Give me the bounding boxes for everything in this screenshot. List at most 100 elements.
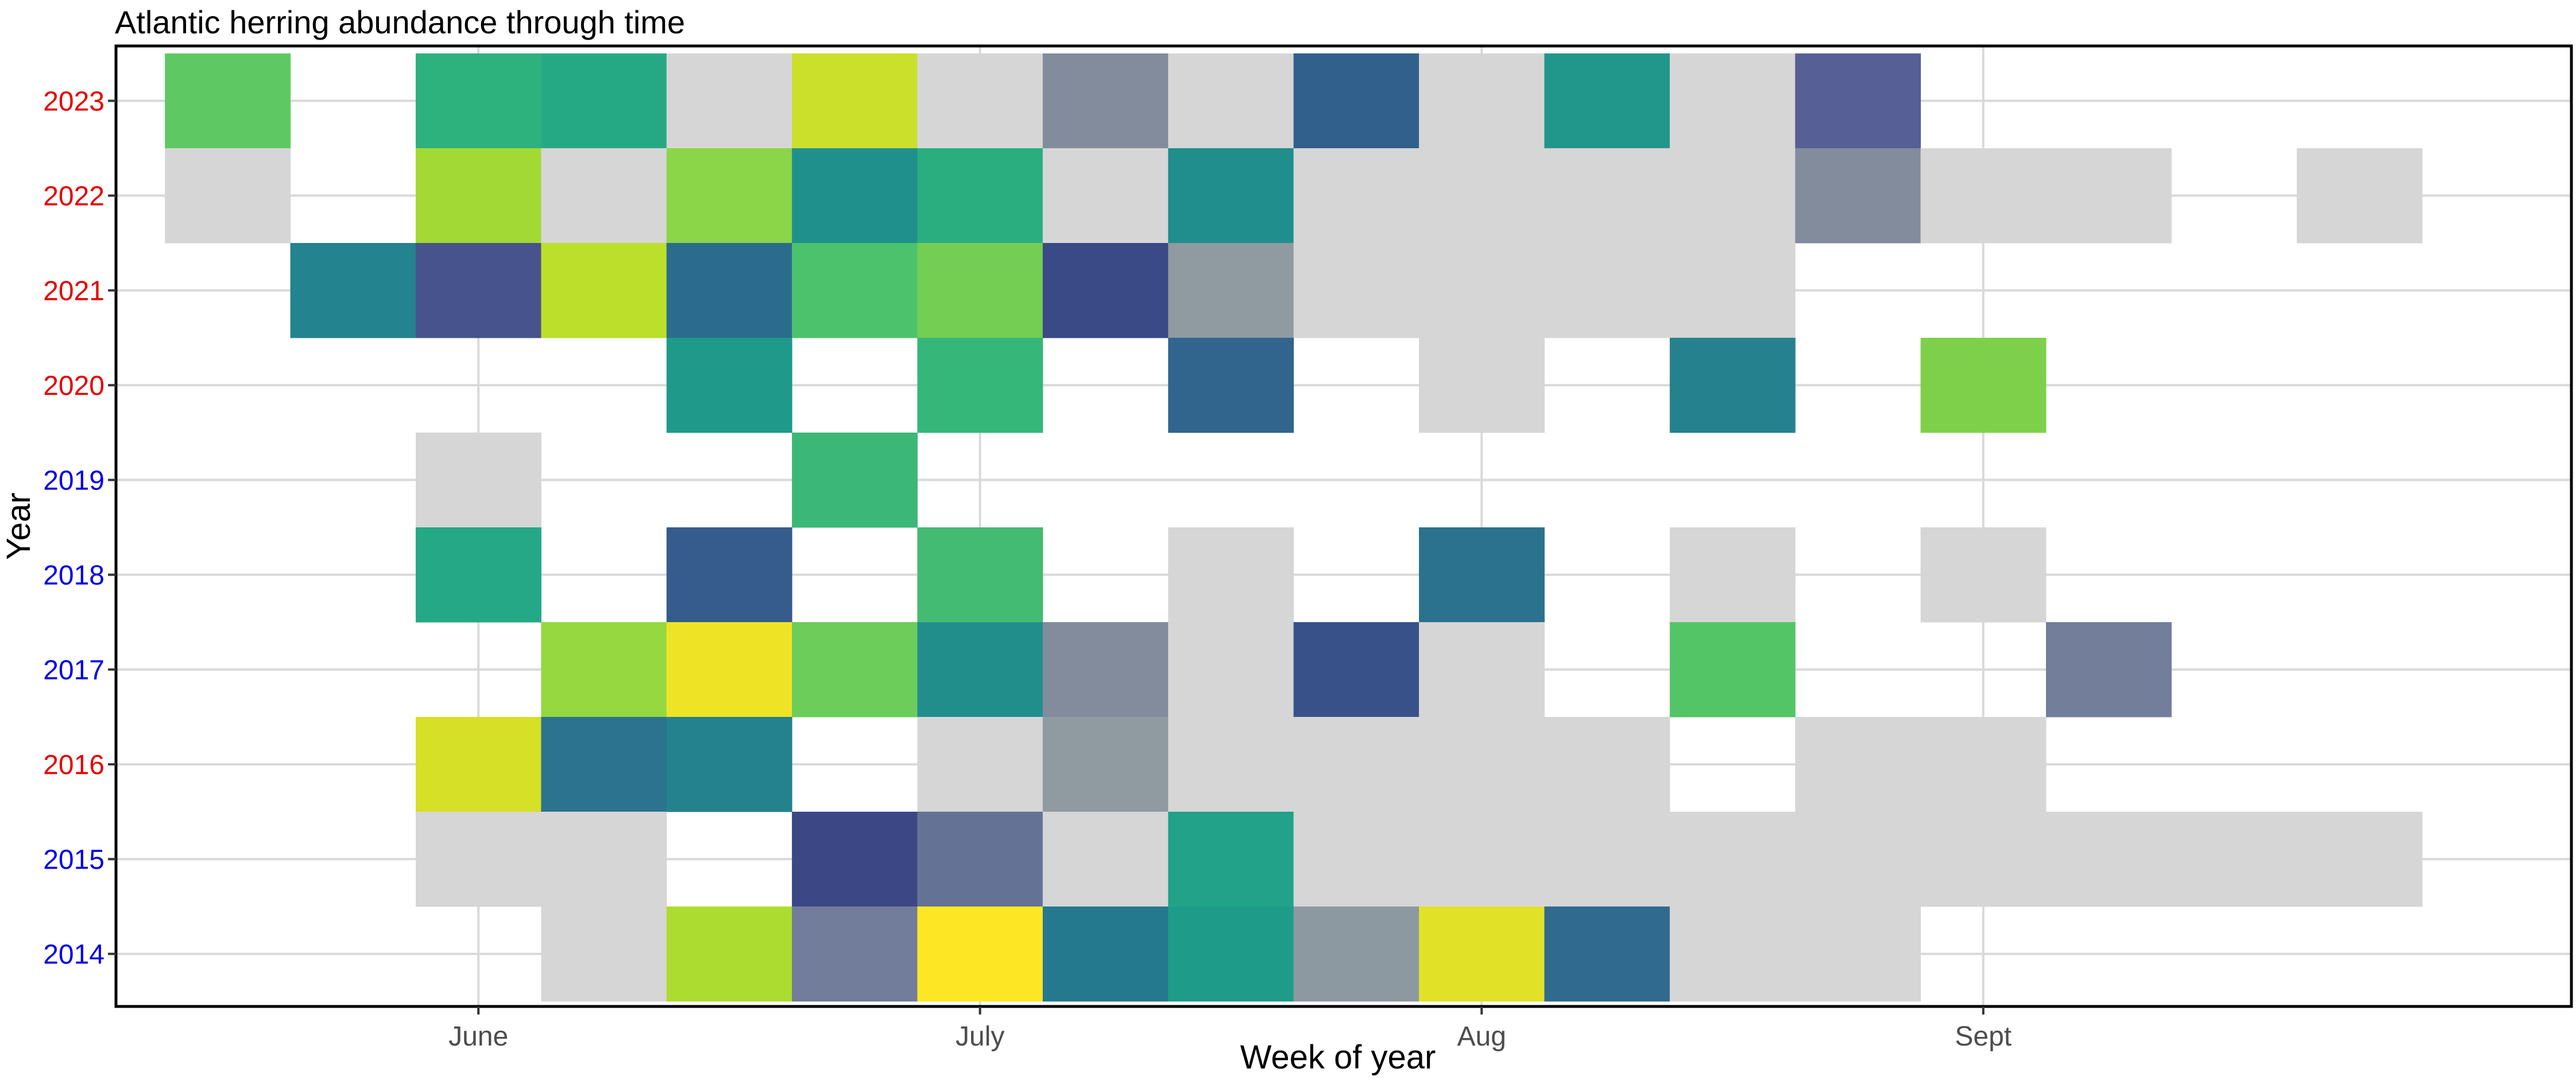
heatmap-cell-2017-w24 (666, 622, 792, 717)
heatmap-cell-2018-w26 (917, 527, 1043, 623)
heatmap-cell-2023-w20 (165, 53, 291, 149)
heatmap-cell-2022-w33 (1795, 148, 1921, 244)
heatmap-cell-2021-w22 (415, 243, 541, 338)
heatmap-cell-2017-w29 (1293, 622, 1419, 717)
y-tick-label-2020: 2020 (43, 371, 105, 402)
heatmap-cell-2021-w31 (1544, 243, 1670, 338)
x-tick-label-aug: Aug (1457, 1021, 1506, 1052)
heatmap-cell-2016-w30 (1419, 717, 1545, 812)
chart-title: Atlantic herring abundance through time (115, 4, 685, 40)
heatmap-cell-2022-w37 (2296, 148, 2423, 244)
heatmap-cell-2014-w31 (1544, 906, 1670, 1002)
heatmap-cell-2016-w26 (917, 717, 1043, 812)
heatmap-cell-2014-w27 (1042, 906, 1169, 1002)
heatmap-cell-2017-w30 (1419, 622, 1545, 717)
heatmap-cell-2015-w33 (1795, 812, 1921, 907)
heatmap-cell-2015-w22 (415, 812, 541, 907)
heatmap-cell-2015-w25 (792, 812, 918, 907)
heatmap-cell-2021-w23 (541, 243, 667, 338)
heatmap-cell-2014-w26 (917, 906, 1043, 1002)
heatmap-cell-2017-w25 (792, 622, 918, 717)
heatmap-cell-2021-w27 (1042, 243, 1169, 338)
heatmap-cell-2016-w28 (1168, 717, 1294, 812)
heatmap-cell-2023-w23 (541, 53, 667, 149)
heatmap-cell-2023-w29 (1293, 53, 1419, 149)
heatmap-cell-2023-w25 (792, 53, 918, 149)
y-tick-label-2017: 2017 (43, 655, 105, 686)
heatmap-cell-2016-w31 (1544, 717, 1670, 812)
heatmap-cell-2017-w23 (541, 622, 667, 717)
heatmap-cell-2021-w32 (1669, 243, 1796, 338)
heatmap-cell-2022-w24 (666, 148, 792, 244)
heatmap-cell-2016-w29 (1293, 717, 1419, 812)
heatmap-cell-2022-w26 (917, 148, 1043, 244)
heatmap-cell-2018-w30 (1419, 527, 1545, 623)
heatmap-cell-2015-w35 (2045, 812, 2172, 907)
heatmap-cell-2014-w30 (1419, 906, 1545, 1002)
heatmap-cell-2022-w22 (415, 148, 541, 244)
y-tick-label-2014: 2014 (43, 940, 105, 970)
heatmap-cells (165, 53, 2423, 1002)
heatmap-cell-2016-w27 (1042, 717, 1169, 812)
heatmap-cell-2023-w31 (1544, 53, 1670, 149)
heatmap-cell-2023-w24 (666, 53, 792, 149)
heatmap-cell-2015-w23 (541, 812, 667, 907)
x-tick-label-sept: Sept (1955, 1021, 2012, 1052)
heatmap-cell-2019-w22 (415, 433, 541, 528)
heatmap-cell-2016-w22 (415, 717, 541, 812)
x-axis-title: Week of year (1240, 1039, 1436, 1076)
heatmap-cell-2015-w27 (1042, 812, 1169, 907)
heatmap-cell-2015-w28 (1168, 812, 1294, 907)
heatmap-cell-2022-w20 (165, 148, 291, 244)
heatmap-cell-2023-w26 (917, 53, 1043, 149)
y-tick-label-2021: 2021 (43, 276, 105, 307)
plot-border (114, 44, 2573, 1008)
heatmap-cell-2014-w28 (1168, 906, 1294, 1002)
heatmap-cell-2017-w35 (2045, 622, 2172, 717)
heatmap-cell-2022-w23 (541, 148, 667, 244)
heatmap-cell-2017-w28 (1168, 622, 1294, 717)
heatmap-cell-2020-w28 (1168, 338, 1294, 433)
heatmap-cell-2022-w30 (1419, 148, 1545, 244)
heatmap-cell-2021-w26 (917, 243, 1043, 338)
y-axis-ticks: 2023 2022 2021 2020 2019 2018 2017 2016 2015 2014 (43, 87, 116, 970)
heatmap-cell-2014-w29 (1293, 906, 1419, 1002)
y-tick-label-2016: 2016 (43, 750, 105, 781)
heatmap-cell-2016-w34 (1920, 717, 2047, 812)
heatmap-cell-2015-w29 (1293, 812, 1419, 907)
heatmap-cell-2020-w34 (1920, 338, 2047, 433)
heatmap-cell-2015-w36 (2171, 812, 2297, 907)
heatmap-cell-2017-w26 (917, 622, 1043, 717)
heatmap-cell-2015-w30 (1419, 812, 1545, 907)
heatmap-cell-2020-w30 (1419, 338, 1545, 433)
heatmap-cell-2022-w28 (1168, 148, 1294, 244)
heatmap-cell-2023-w33 (1795, 53, 1921, 149)
y-tick-label-2023: 2023 (43, 87, 105, 117)
heatmap-cell-2021-w29 (1293, 243, 1419, 338)
heatmap-cell-2015-w26 (917, 812, 1043, 907)
heatmap-cell-2023-w32 (1669, 53, 1796, 149)
heatmap-cell-2022-w27 (1042, 148, 1169, 244)
heatmap-cell-2019-w25 (792, 433, 918, 528)
heatmap-cell-2017-w32 (1669, 622, 1796, 717)
heatmap-cell-2016-w23 (541, 717, 667, 812)
heatmap-cell-2018-w24 (666, 527, 792, 623)
heatmap-cell-2018-w32 (1669, 527, 1796, 623)
x-axis-ticks: June July Aug Sept (448, 1006, 2012, 1052)
heatmap-cell-2016-w24 (666, 717, 792, 812)
heatmap-cell-2020-w26 (917, 338, 1043, 433)
heatmap-cell-2016-w33 (1795, 717, 1921, 812)
heatmap-cell-2023-w27 (1042, 53, 1169, 149)
heatmap-cell-2021-w24 (666, 243, 792, 338)
heatmap-cell-2014-w24 (666, 906, 792, 1002)
heatmap-cell-2022-w32 (1669, 148, 1796, 244)
heatmap-cell-2014-w23 (541, 906, 667, 1002)
heatmap-cell-2022-w34 (1920, 148, 2047, 244)
heatmap-cell-2014-w25 (792, 906, 918, 1002)
heatmap-cell-2023-w30 (1419, 53, 1545, 149)
heatmap-cell-2022-w25 (792, 148, 918, 244)
heatmap-cell-2023-w22 (415, 53, 541, 149)
y-tick-label-2015: 2015 (43, 845, 105, 875)
y-tick-label-2018: 2018 (43, 561, 105, 591)
